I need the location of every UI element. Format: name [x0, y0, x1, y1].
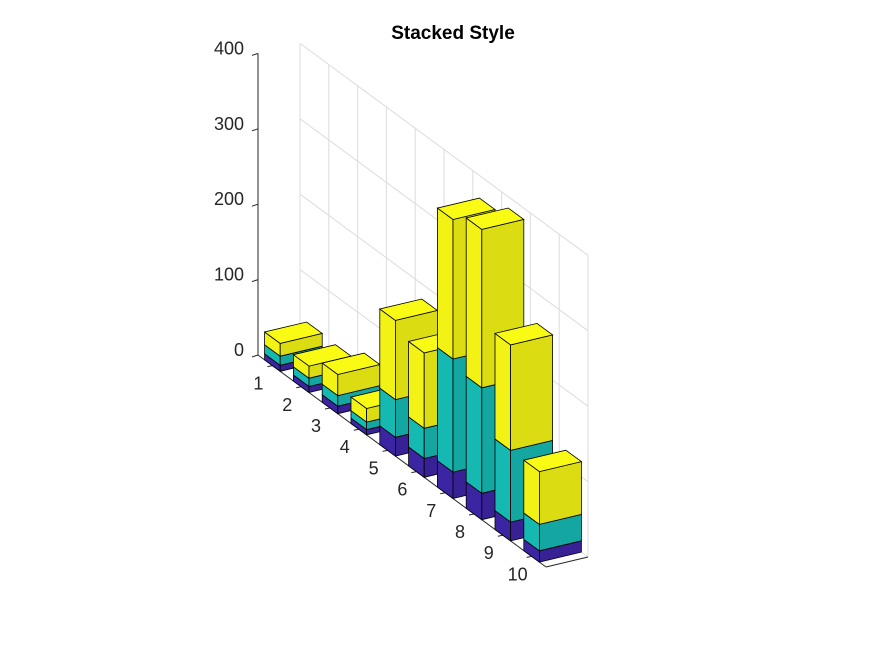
bar-9-s2-front [494, 332, 512, 452]
x-tick-7 [440, 492, 446, 495]
x-tick-label: 5 [369, 458, 379, 478]
bar-group-10 [522, 449, 583, 563]
bar-8-s2-front [465, 217, 483, 389]
x-tick-label: 9 [484, 543, 494, 563]
x-tick-10 [526, 555, 532, 558]
bar-5-s2-front [379, 308, 396, 401]
y-tick-200 [251, 203, 259, 207]
x-tick-2 [296, 386, 302, 389]
bar-9-s1-front [494, 438, 512, 523]
bar-7-top [436, 197, 496, 220]
x-tick-3 [324, 407, 331, 410]
bar-1-top [263, 321, 324, 344]
y-tick-label: 300 [214, 114, 244, 134]
bar-9-s2-side [510, 334, 553, 451]
bar-7-s2-front [436, 207, 454, 360]
x-tick-8 [468, 513, 475, 516]
bar-8-s1-front [465, 375, 483, 495]
y-tick-label: 400 [214, 38, 244, 58]
x-tick-label: 10 [508, 564, 528, 584]
x-tick-6 [411, 471, 417, 474]
y-tick-100 [251, 279, 259, 283]
bars-layer [263, 197, 583, 563]
x-tick-label: 7 [426, 501, 436, 521]
y-tick-400 [251, 52, 259, 56]
bar-8-top [465, 207, 525, 230]
bar-7-s1-front [436, 346, 454, 473]
bar-10-top [522, 449, 583, 473]
x-tick-label: 1 [253, 374, 263, 394]
y-tick-label: 200 [214, 189, 244, 209]
x-tick-1 [267, 365, 273, 368]
bar-6-s2-front [408, 340, 425, 430]
x-tick-5 [382, 449, 388, 452]
bar-10-s2-side [539, 461, 582, 525]
y-tick-label: 0 [234, 340, 244, 360]
x-tick-label: 8 [455, 522, 465, 542]
x-tick-label: 6 [397, 480, 407, 500]
depth-axis-line [545, 556, 589, 568]
x-tick-label: 4 [340, 437, 350, 457]
y-tick-label: 100 [214, 265, 244, 285]
y-tick-300 [251, 128, 259, 132]
x-tick-label: 2 [282, 395, 292, 415]
y-tick-0 [251, 354, 259, 358]
x-tick-4 [353, 428, 359, 431]
chart-title: Stacked Style [391, 23, 515, 44]
bar-9-top [494, 322, 554, 346]
x-tick-9 [497, 534, 503, 537]
x-tick-label: 3 [311, 416, 321, 436]
